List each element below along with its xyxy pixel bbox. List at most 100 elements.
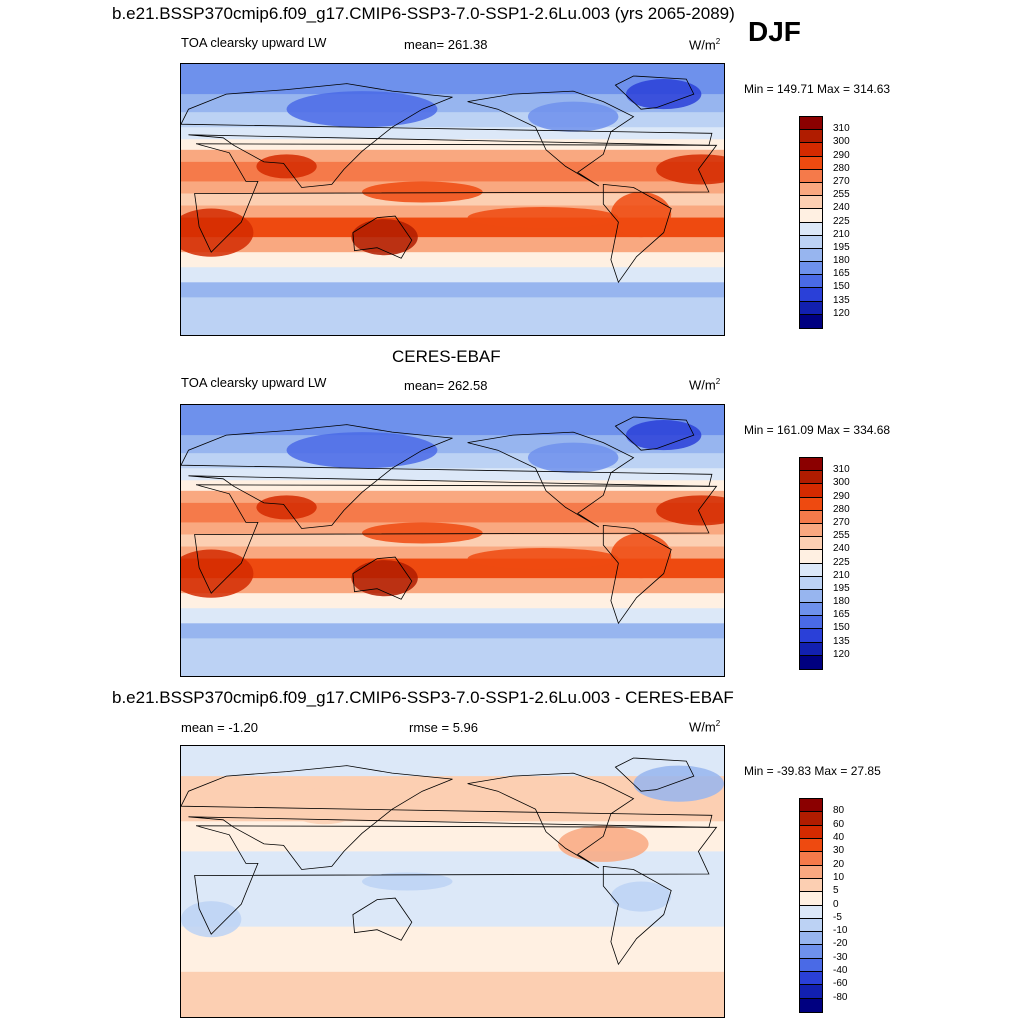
colorbar-swatch [800,892,822,906]
field-feature [286,432,438,469]
field-feature [625,79,702,110]
field-feature [656,154,724,185]
panel3-mean: mean = -1.20 [181,720,258,735]
colorbar-swatch [800,603,822,617]
panel1-colorbar [799,116,823,329]
colorbar-swatch [800,878,822,893]
field-feature [467,207,619,229]
panel2-title: CERES-EBAF [392,347,501,366]
field-feature [256,495,317,520]
field-feature [610,191,672,238]
colorbar-swatch [800,458,822,472]
zonal-band [181,502,724,523]
coastline [602,524,672,625]
colorbar-swatch [800,235,822,249]
colorbar-swatch [800,998,822,1012]
colorbar-label: 20 [833,858,845,870]
field-feature [656,495,724,526]
colorbar-swatch [800,497,822,511]
panel3-units: W/m2 [689,719,721,735]
coastline [614,757,695,792]
field-feature [362,181,483,203]
colorbar-label: 60 [833,818,845,830]
panel3-colorbar [799,798,823,1013]
colorbar-swatch [800,905,822,919]
panel2-units: W/m2 [689,377,721,393]
zonal-band [181,638,724,676]
colorbar-swatch [800,484,822,498]
zonal-band [181,297,724,335]
panel2-colorbar [799,457,823,670]
map-canvas [181,64,724,335]
colorbar-label: 240 [833,543,850,555]
zonal-band [181,746,724,777]
colorbar-label: 310 [833,123,850,135]
colorbar-label: 120 [833,307,850,319]
colorbar-swatch [800,918,822,933]
colorbar-swatch [800,275,822,289]
colorbar-label: -60 [833,978,848,990]
colorbar-label: 195 [833,582,850,594]
zonal-band [181,926,724,973]
zonal-band [181,267,724,283]
colorbar-label: 30 [833,845,845,857]
coastline [467,90,635,187]
colorbar-swatch [800,932,822,946]
field-feature [181,901,242,938]
colorbar-label: -80 [833,991,848,1003]
coastline [602,183,672,284]
colorbar-swatch [800,262,822,276]
zonal-band [181,593,724,609]
panel3-title: b.e21.BSSP370cmip6.f09_g17.CMIP6-SSP3-7.… [112,688,734,707]
colorbar-label: 150 [833,622,850,634]
colorbar-swatch [800,537,822,551]
colorbar-label: 40 [833,831,845,843]
panel1-mean: mean= 261.38 [404,37,488,52]
colorbar-swatch [800,209,822,223]
field-feature [467,548,619,570]
colorbar-label: 270 [833,175,850,187]
panel1-map [180,63,725,336]
colorbar-swatch [800,523,822,538]
colorbar-swatch [800,865,822,879]
colorbar-label: 165 [833,609,850,621]
zonal-band [181,252,724,268]
coastline [194,143,718,253]
colorbar-swatch [800,130,822,144]
colorbar-label: 225 [833,556,850,568]
colorbar-label: 0 [833,898,839,910]
panel2-variable: TOA clearsky upward LW [181,375,327,390]
colorbar-label: 5 [833,885,839,897]
colorbar-label: -30 [833,951,848,963]
zonal-band [181,608,724,624]
field-feature [286,788,362,825]
field-feature [181,549,254,598]
panel3-rmse: rmse = 5.96 [409,720,479,735]
panel2-minmax: Min = 161.09 Max = 334.68 [744,423,891,437]
panel3-minmax: Min = -39.83 Max = 27.85 [744,764,881,778]
colorbar-swatch [800,301,822,315]
season-label: DJF [748,16,801,47]
colorbar-swatch [800,799,822,813]
colorbar-swatch [800,655,822,669]
field-feature [610,881,672,912]
colorbar-swatch [800,576,822,590]
map-canvas [181,746,724,1017]
coastline [352,556,413,600]
field-feature [256,154,317,179]
zonal-band [181,490,724,504]
coastline [194,484,718,594]
colorbar-swatch [800,510,822,524]
field-feature [286,91,438,128]
field-feature [633,765,724,802]
colorbar-label: 255 [833,189,850,201]
colorbar-swatch [800,471,822,485]
colorbar-label: 135 [833,294,850,306]
colorbar-label: -40 [833,965,848,977]
colorbar-swatch [800,248,822,263]
field-feature [362,522,483,544]
coastline [181,765,713,870]
colorbar-label: 280 [833,503,850,515]
zonal-band [181,971,724,1017]
panel1-title: b.e21.BSSP370cmip6.f09_g17.CMIP6-SSP3-7.… [112,4,735,23]
